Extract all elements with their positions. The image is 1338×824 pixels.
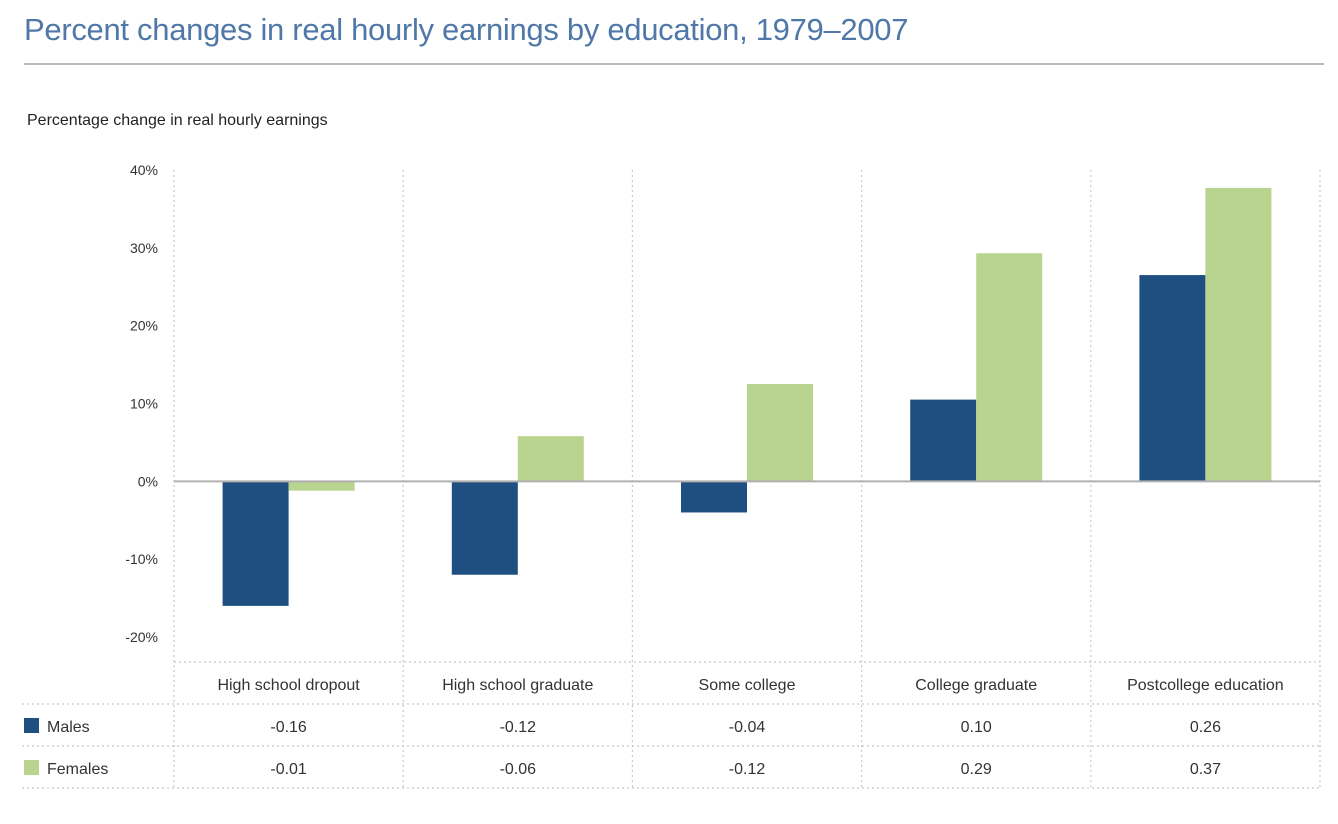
data-label: 0.29: [961, 761, 992, 778]
data-label: 0.37: [1190, 761, 1221, 778]
chart-title: Percent changes in real hourly earnings …: [24, 12, 909, 47]
bar-females: [976, 253, 1043, 482]
bar-females: [1205, 187, 1272, 482]
y-tick-label: 10%: [130, 396, 158, 412]
category-label: High school graduate: [442, 677, 593, 694]
legend-label-males: Males: [47, 719, 90, 736]
title-divider: [24, 63, 1324, 65]
y-axis-label: Percentage change in real hourly earning…: [27, 112, 328, 129]
bar-males: [681, 481, 747, 513]
category-label: College graduate: [915, 677, 1037, 694]
y-tick-label: 20%: [130, 318, 158, 334]
category-label: High school dropout: [217, 677, 360, 694]
bar-males: [451, 481, 518, 575]
bar-females: [517, 436, 584, 482]
y-tick-label: 30%: [130, 240, 158, 256]
data-label: -0.04: [729, 719, 766, 736]
bar-females: [747, 384, 813, 482]
y-tick-label: 40%: [130, 162, 158, 178]
bar-males: [1139, 275, 1206, 482]
bar-males: [222, 481, 289, 606]
legend-swatch-females: [24, 760, 39, 775]
data-label: -0.06: [500, 761, 537, 778]
y-tick-label: -10%: [125, 551, 158, 567]
y-tick-label: -20%: [125, 629, 158, 645]
data-label: -0.12: [729, 761, 766, 778]
category-label: Some college: [699, 677, 796, 694]
data-label: 0.10: [961, 719, 992, 736]
data-label: 0.26: [1190, 719, 1221, 736]
legend-swatch-males: [24, 718, 39, 733]
data-label: -0.01: [270, 761, 307, 778]
bar-males: [910, 399, 977, 482]
legend-label-females: Females: [47, 761, 108, 778]
category-label: Postcollege education: [1127, 677, 1284, 694]
y-tick-label: 0%: [138, 473, 158, 489]
data-label: -0.12: [500, 719, 537, 736]
data-label: -0.16: [270, 719, 307, 736]
bar-females: [288, 481, 355, 491]
